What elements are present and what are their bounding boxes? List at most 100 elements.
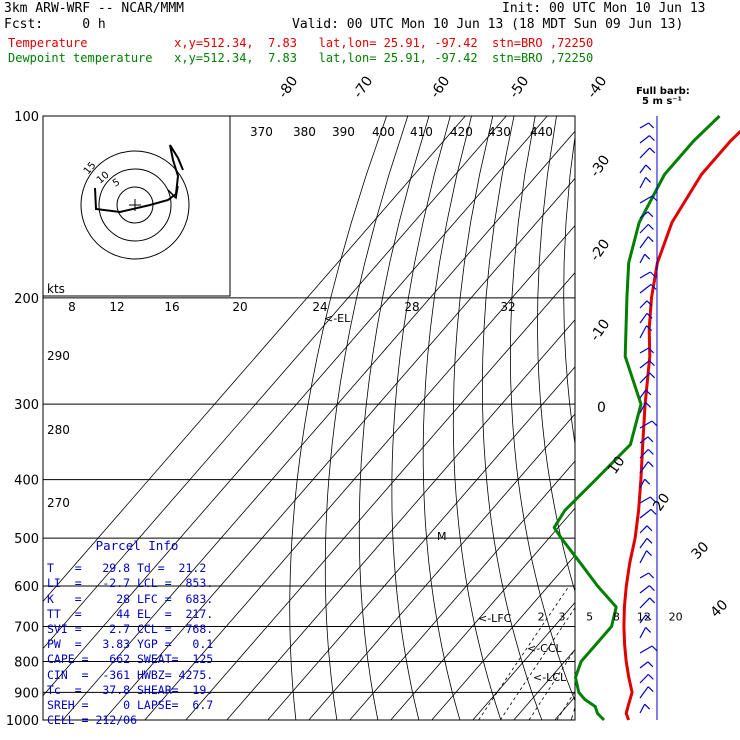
pressure-label: 100 [14, 110, 39, 125]
wind-barb-flag [651, 420, 658, 427]
wind-barb [639, 508, 652, 519]
parcel-info-row: PW = 3.83 YGP = 0.1 [47, 637, 214, 652]
wind-barb [639, 283, 652, 294]
annotation-lfc: <-LFC [478, 612, 512, 625]
forecast-hour: Fcst: 0 h [4, 17, 106, 32]
parcel-info-row: SVI = 2.7 CCL = 768. [47, 622, 214, 637]
wind-barb-flag [646, 325, 652, 332]
pressure-label: 400 [14, 474, 39, 489]
pressure-label: 300 [14, 398, 39, 413]
parcel-info-row: Tc = 37.8 SHEAR= 19. [47, 682, 214, 697]
dry-adiabat [537, 116, 575, 593]
wind-barb-flag [648, 347, 655, 354]
wind-barb [639, 372, 651, 384]
wind-barb [639, 585, 650, 594]
isotherm-line [226, 319, 575, 720]
annotation-ccl: <-CCL [527, 642, 563, 655]
full-barb-label: Full barb: [636, 86, 690, 97]
mixing-ratio-label: 8 [613, 610, 620, 623]
wind-barb [639, 461, 649, 474]
pressure-label: 800 [14, 655, 39, 670]
wind-barb-flag [647, 461, 654, 468]
hodograph-x-label: 16 [164, 300, 179, 314]
theta-label: 430 [488, 125, 511, 139]
wind-barb-flag [647, 686, 654, 693]
isotherm-line [43, 116, 466, 602]
wind-barb-flag [649, 360, 655, 367]
wind-barb [639, 253, 646, 264]
background-lines [43, 116, 575, 720]
mixing-ratio-line [478, 585, 570, 720]
wind-barb-flag [644, 478, 651, 485]
theta-label: 440 [530, 125, 553, 139]
dry-adiabat [391, 116, 451, 720]
theta-label: 280 [47, 423, 70, 437]
annotation-el: <-EL [324, 312, 351, 325]
pressure-label: 500 [14, 532, 39, 547]
wind-barb [639, 177, 647, 189]
wind-barb-flag [646, 550, 652, 557]
wind-barb-flag [651, 195, 658, 202]
parcel-info-row: K = 28 LFC = 683. [47, 591, 214, 606]
isotherm-line [43, 116, 507, 650]
mixing-ratio-label: 12 [637, 610, 651, 623]
parcel-info-row: CELL = 212/06 [47, 713, 138, 728]
mixing-ratio-label: 3 [559, 610, 566, 623]
wind-barb-flag [647, 211, 654, 218]
wind-barb-flag [647, 236, 654, 243]
wind-barb-flag [649, 147, 656, 154]
wind-barb [639, 135, 650, 144]
hodograph-ring-label: 5 [111, 177, 122, 190]
isotherm-line [62, 130, 575, 720]
isotherm-line [349, 460, 575, 720]
wind-barb-flag [646, 312, 653, 319]
annotation-lcl: <-LCL [533, 671, 567, 684]
theta-label: 400 [372, 125, 395, 139]
wind-barb-flag [645, 626, 652, 633]
theta-label: 410 [410, 125, 433, 139]
parcel-info-row: TT = 44 EL = 217. [47, 606, 214, 621]
wind-barb [639, 537, 648, 549]
wind-barb [639, 597, 651, 609]
dry-adiabat [452, 116, 502, 720]
full-barb-unit: 5 m s⁻¹ [642, 96, 682, 107]
hodograph-x-label: 8 [68, 300, 76, 314]
wind-barb [639, 525, 648, 534]
wind-barb-flag [647, 673, 654, 680]
hodograph-ring [98, 168, 172, 242]
wind-barb [639, 325, 648, 339]
wind-barb [639, 389, 647, 399]
isotherm-line [43, 116, 548, 697]
wind-barb-flag [644, 253, 651, 260]
wind-barb [639, 661, 649, 669]
theta-label: 370 [250, 125, 273, 139]
dry-adiabat [422, 116, 472, 720]
wind-barb [639, 645, 653, 654]
parcel-info-row: CIN = -361 HWBZ= 4275. [47, 667, 214, 682]
wind-barb-flag [649, 135, 655, 142]
parcel-info-title: Parcel Info [95, 538, 179, 553]
init-time: Init: 00 UTC Mon 10 Jun 13 [502, 1, 706, 16]
hodograph-x-label: 12 [109, 300, 124, 314]
wind-barb [639, 147, 651, 159]
theta-label: 290 [47, 349, 70, 363]
hodograph-x-label: 32 [500, 300, 515, 314]
isotherm-line [144, 224, 575, 720]
wind-barb [639, 312, 648, 324]
wind-barb [639, 496, 651, 504]
theta-label: 420 [450, 125, 473, 139]
hodograph-frame [42, 115, 231, 297]
wind-barb-flag [649, 585, 655, 592]
hodograph-x-label: 20 [232, 300, 247, 314]
wind-barb-flag [645, 389, 652, 396]
wind-barb-flag [645, 176, 652, 183]
hodograph-unit: kts [47, 282, 65, 296]
wind-barb [639, 673, 649, 684]
wind-barb-flag [646, 537, 653, 544]
wind-barb [639, 686, 649, 699]
mixing-ratio-line [499, 607, 575, 720]
parcel-info-row: LI = -2.7 LCL = 853. [47, 576, 214, 591]
wind-barb [639, 614, 647, 624]
dry-adiabat [358, 116, 430, 720]
wind-barb-flag [644, 703, 651, 710]
